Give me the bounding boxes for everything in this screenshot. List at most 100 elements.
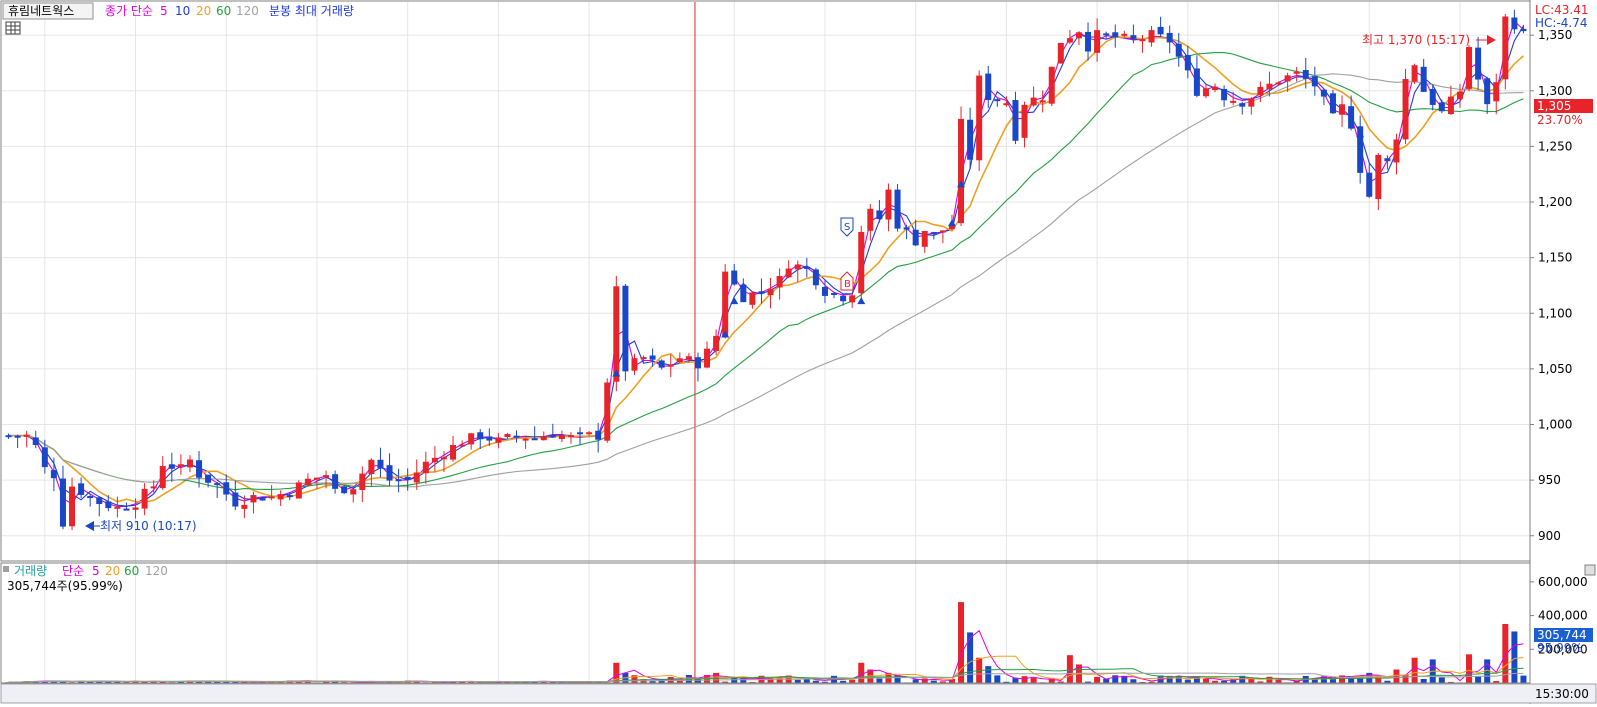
volume-bar — [1239, 675, 1246, 683]
volume-bar — [50, 681, 57, 683]
candle-body — [1266, 83, 1273, 90]
low-annotation: 최저 910 (10:17) — [85, 519, 197, 533]
vol-period-120: 120 — [145, 564, 168, 578]
candle-body — [323, 475, 330, 478]
candle-body — [1375, 154, 1382, 200]
candle-body — [1212, 86, 1219, 90]
volume-bar — [1257, 681, 1264, 683]
volume-bar — [1475, 676, 1482, 683]
volume-bar — [1221, 680, 1228, 683]
candle-body — [59, 478, 66, 527]
candle-body — [595, 430, 602, 440]
volume-bar — [295, 681, 302, 683]
ma-period-5: 5 — [160, 4, 168, 18]
candle-body — [1447, 96, 1454, 115]
candle-body — [1438, 102, 1445, 112]
volume-bar — [1420, 679, 1427, 683]
volume-pct: 95.99% — [1537, 641, 1583, 655]
volume-bar — [1012, 677, 1019, 683]
candle-body — [1466, 47, 1473, 89]
candle-body — [313, 477, 320, 480]
candle-body — [277, 494, 284, 500]
candle-body — [930, 232, 937, 235]
volume-marker-icon — [3, 566, 9, 572]
panel-toggle-icon[interactable] — [1584, 564, 1596, 576]
price-candles — [5, 9, 1527, 531]
volume-bar — [767, 677, 774, 683]
candle-body — [50, 470, 57, 479]
candle-body — [604, 382, 611, 441]
candle-body — [1057, 42, 1064, 64]
candle-body — [749, 292, 756, 305]
candle-body — [341, 486, 348, 494]
candle-body — [440, 457, 447, 460]
candle-body — [1329, 93, 1336, 114]
candle-body — [821, 286, 828, 296]
volume-bar — [876, 678, 883, 683]
signal-arrow — [1356, 130, 1365, 138]
candle-body — [1166, 32, 1173, 43]
time-axis-strip — [0, 683, 1597, 704]
candle-body — [69, 486, 76, 527]
price-tick-label: 1,000 — [1538, 418, 1572, 432]
volume-bar — [468, 681, 475, 683]
candle-body — [1275, 82, 1282, 85]
candle-body — [803, 266, 810, 269]
volume-bar — [1275, 679, 1282, 683]
candle-body — [1420, 66, 1427, 92]
signal-arrow — [947, 219, 956, 227]
candle-body — [840, 295, 847, 302]
candle-body — [1311, 76, 1318, 87]
volume-bar — [803, 678, 810, 683]
volume-max-label: 분봉 최대 거래량 — [269, 4, 354, 18]
volume-bar — [694, 678, 701, 683]
candle-body — [567, 435, 574, 438]
volume-bar — [1393, 669, 1400, 683]
volume-bar — [1003, 681, 1010, 683]
volume-bar — [96, 680, 103, 683]
candle-body — [531, 438, 538, 441]
volume-bar — [1320, 676, 1327, 683]
candle-body — [368, 459, 375, 475]
volume-moving-average — [8, 629, 1524, 683]
candle-body — [1221, 88, 1228, 101]
price-tick-label: 950 — [1538, 473, 1561, 487]
candle-body — [214, 483, 221, 486]
volume-bar — [1139, 681, 1146, 683]
candle-body — [87, 496, 94, 499]
candle-body — [1130, 35, 1137, 39]
candle-body — [132, 507, 139, 510]
current-volume: 305,744주(95.99%) — [7, 579, 123, 593]
candle-body — [241, 504, 248, 509]
candle-body — [295, 482, 302, 499]
candle-body — [1320, 89, 1327, 97]
high-label: 최고 1,370 (15:17) — [1362, 33, 1470, 47]
candle-body — [767, 289, 774, 296]
volume-tag: 305,744 — [1537, 628, 1587, 642]
volume-bar — [613, 662, 620, 683]
candle-body — [1030, 97, 1037, 106]
candle-body — [422, 461, 429, 474]
volume-bar — [958, 602, 965, 683]
volume-bar — [1293, 680, 1300, 683]
stock-name-box[interactable] — [2, 2, 94, 20]
sell-signal-icon: S — [840, 217, 854, 237]
signal-arrow — [957, 180, 966, 188]
candle-body — [486, 436, 493, 441]
candle-body — [994, 99, 1001, 102]
volume-bar — [1193, 676, 1200, 683]
table-icon[interactable] — [5, 21, 21, 35]
lc-value: LC:43.41 — [1535, 3, 1588, 17]
volume-tick-label: 600,000 — [1538, 575, 1588, 589]
candle-body — [1493, 82, 1500, 102]
volume-bar — [649, 681, 656, 683]
volume-bar — [232, 681, 239, 683]
candle-body — [667, 364, 674, 367]
volume-bar — [967, 632, 974, 683]
candle-body — [1348, 106, 1355, 129]
candle-body — [23, 434, 30, 437]
candle-body — [1456, 91, 1463, 100]
candle-body — [431, 457, 438, 463]
candle-body — [359, 473, 366, 490]
